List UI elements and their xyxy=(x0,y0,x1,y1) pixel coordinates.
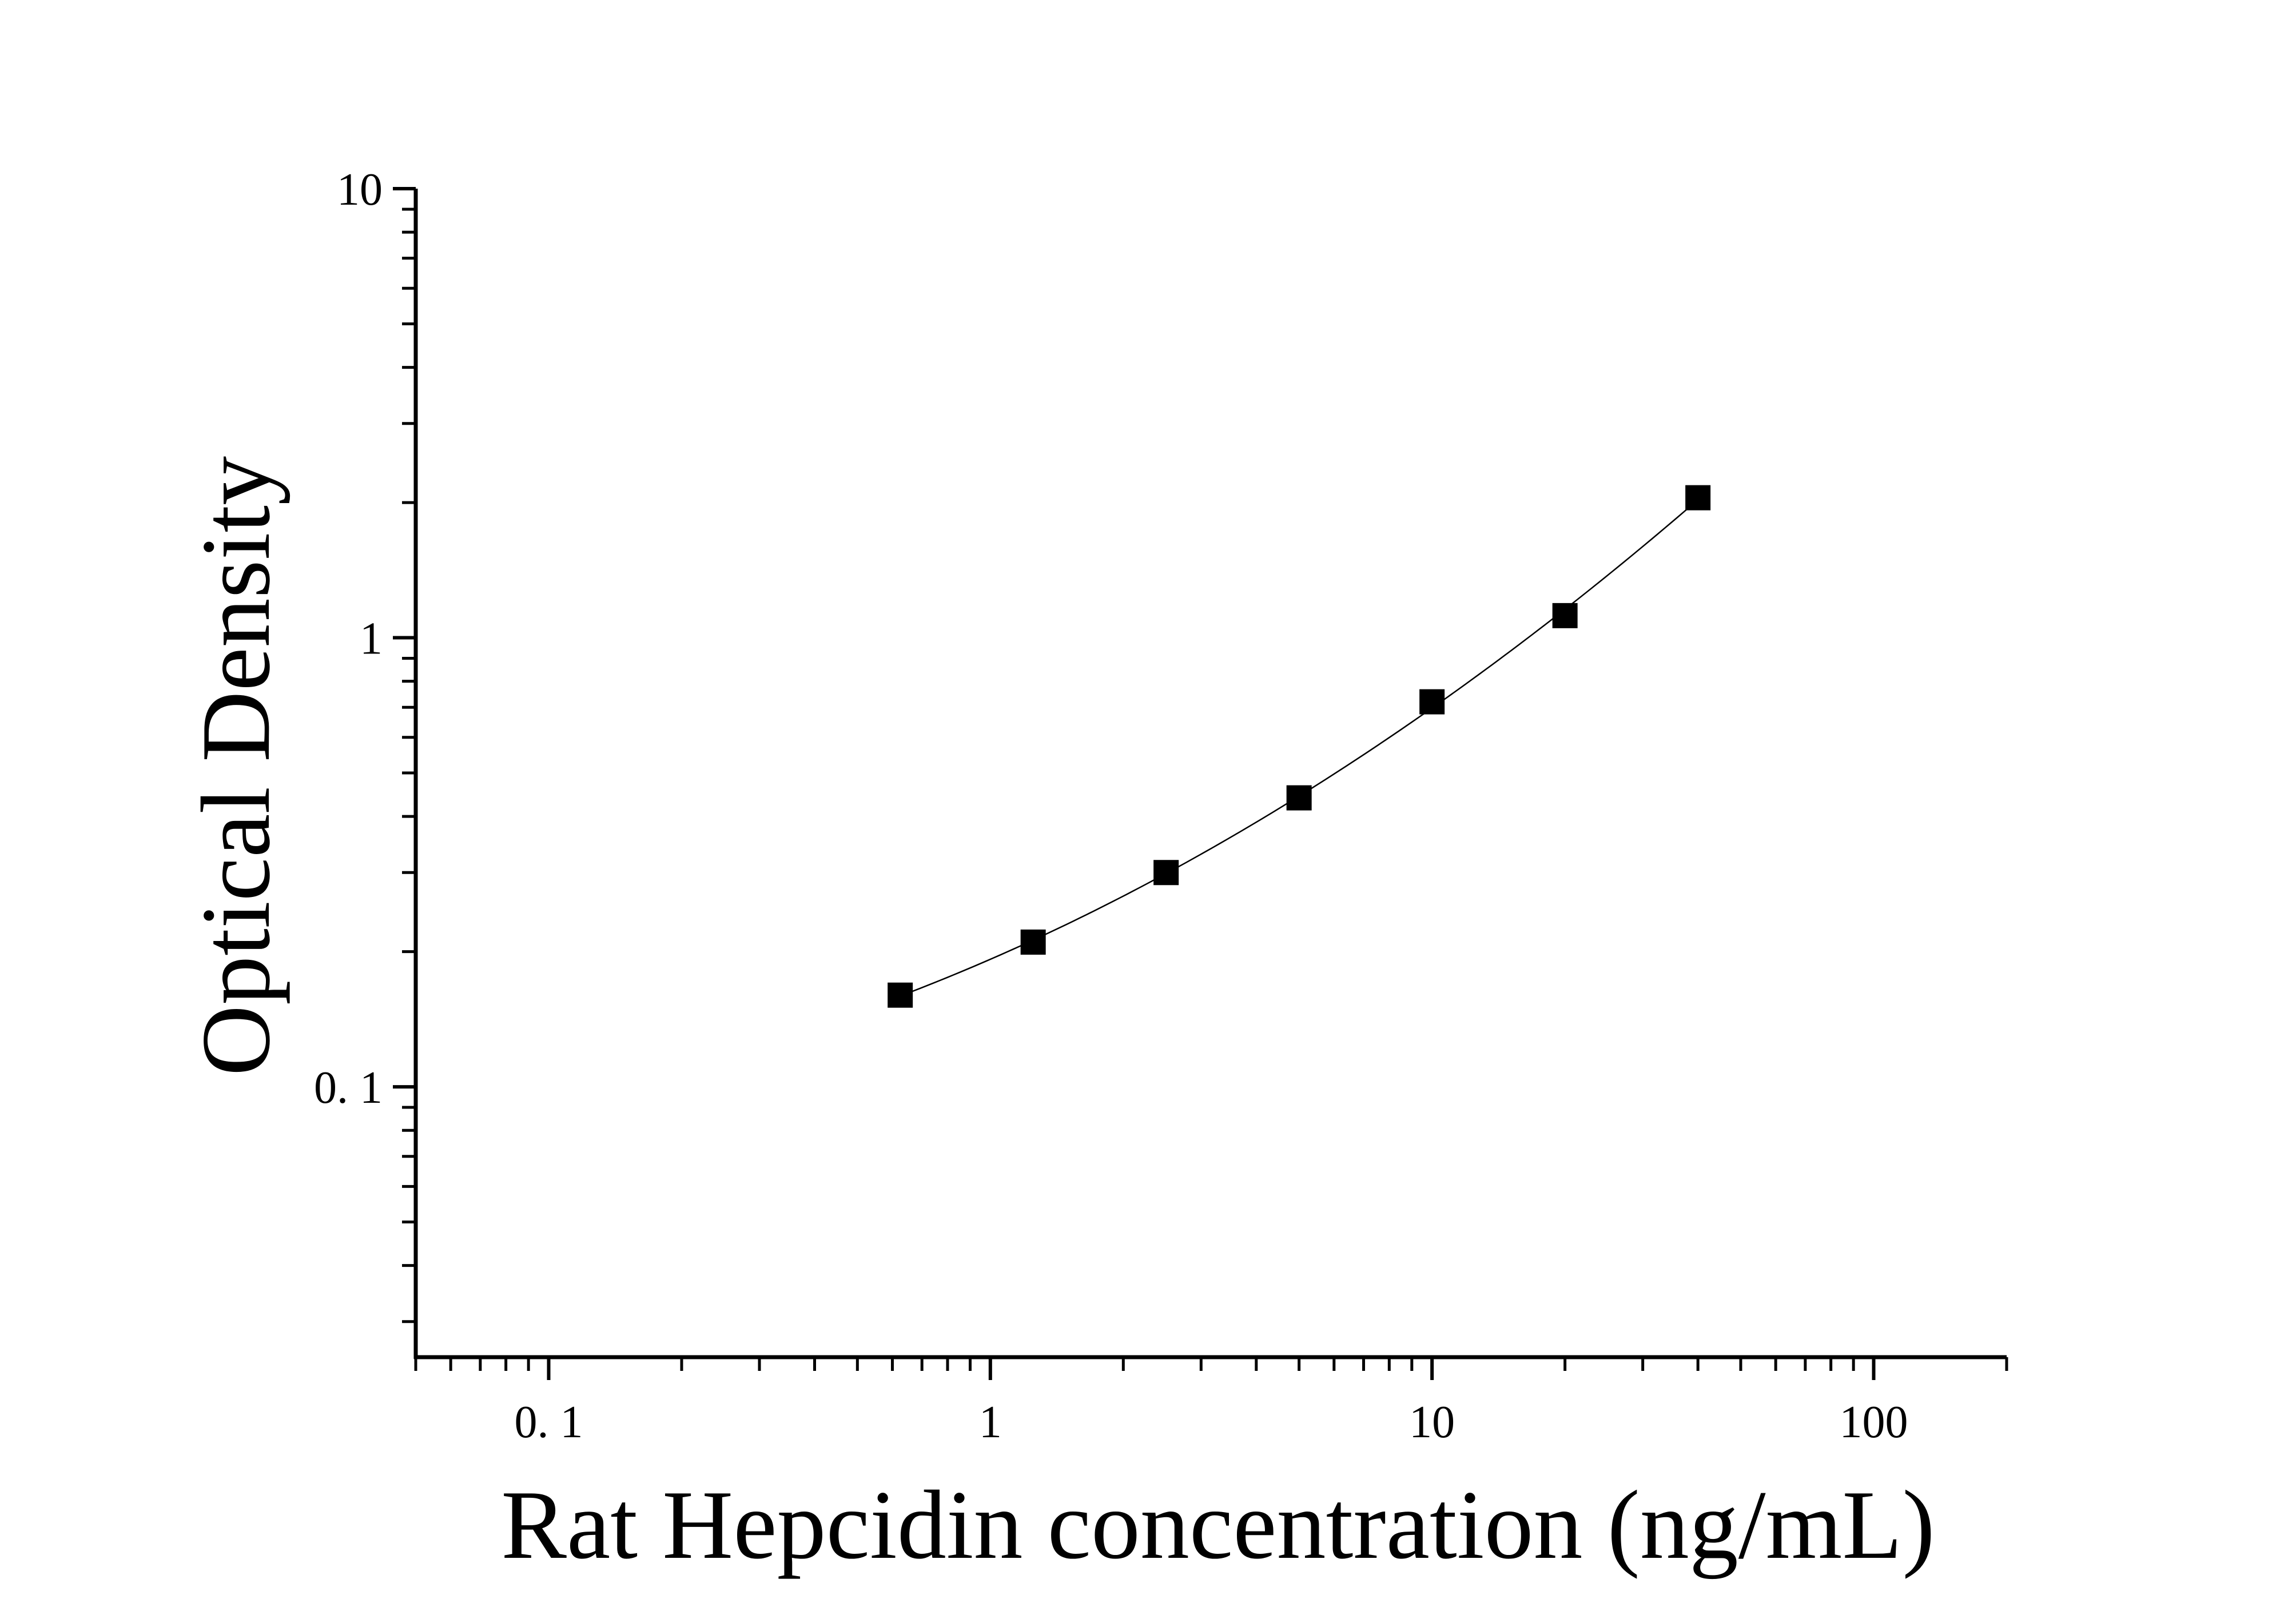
fit-curve-layer xyxy=(900,499,1698,997)
data-point xyxy=(1419,689,1445,715)
y-tick-label: 0. 1 xyxy=(314,1063,383,1113)
y-tick-label: 10 xyxy=(337,165,383,215)
data-point xyxy=(1685,485,1711,511)
x-tick-label: 100 xyxy=(1840,1397,1908,1448)
data-point xyxy=(1020,929,1046,955)
data-point xyxy=(1286,785,1312,811)
x-tick-label: 0. 1 xyxy=(514,1397,583,1448)
x-axis-label: Rat Hepcidin concentration (ng/mL) xyxy=(501,1471,1935,1580)
data-point xyxy=(1153,860,1179,886)
x-tick-label: 1 xyxy=(979,1397,1002,1448)
fit-curve xyxy=(900,499,1698,997)
x-tick-label: 10 xyxy=(1409,1397,1455,1448)
y-axis-label: Optical Density xyxy=(182,456,291,1076)
y-tick-label: 1 xyxy=(360,614,383,664)
data-point xyxy=(888,982,913,1008)
axes: 0. 1 1 10 100 0. 1 1 10 xyxy=(314,165,2008,1448)
data-point xyxy=(1552,603,1578,628)
data-points xyxy=(888,485,1711,1008)
